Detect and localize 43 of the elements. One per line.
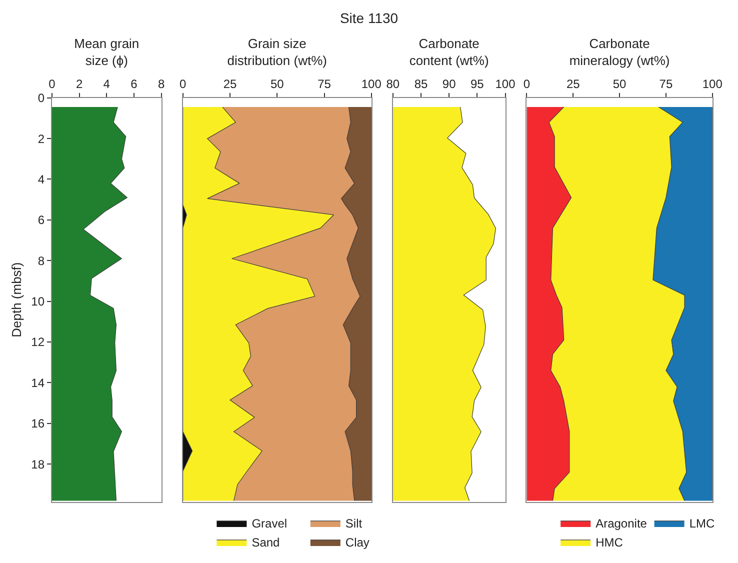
x-axis-title: Carbonate mineralogy (wt%) xyxy=(569,36,670,68)
y-tick-label: 8 xyxy=(38,254,45,268)
y-tick-label: 0 xyxy=(38,91,45,106)
y-tick-label: 10 xyxy=(31,294,45,309)
x-tick-label: 50 xyxy=(270,77,284,92)
y-tick-label: 12 xyxy=(31,335,45,350)
x-tick-label: 0 xyxy=(523,77,530,92)
x-axis-title: Carbonate content (wt%) xyxy=(409,36,489,68)
x-tick-label: 0 xyxy=(180,77,187,92)
x-tick-label: 0 xyxy=(48,77,56,92)
chart-title: Site 1130 xyxy=(340,10,398,26)
y-axis-title: Depth (mbsf) xyxy=(9,262,24,338)
x-tick-label: 95 xyxy=(470,77,484,92)
x-tick-label: 100 xyxy=(702,77,723,92)
y-tick-label: 14 xyxy=(31,376,45,390)
y-tick-label: 18 xyxy=(31,457,45,472)
legend-label: Clay xyxy=(345,536,370,550)
x-axis-title: Mean grain size (ϕ) xyxy=(74,36,140,68)
x-tick-label: 75 xyxy=(659,77,673,92)
x-tick-label: 8 xyxy=(158,77,166,92)
x-tick-label: 75 xyxy=(318,77,332,92)
x-tick-label: 25 xyxy=(566,77,580,92)
x-tick-label: 50 xyxy=(612,77,627,92)
x-tick-label: 25 xyxy=(223,77,237,92)
legend-label: Gravel xyxy=(252,516,288,531)
legend-label: LMC xyxy=(689,516,715,531)
y-tick-label: 4 xyxy=(38,172,45,186)
x-tick-label: 90 xyxy=(442,77,456,92)
x-tick-label: 6 xyxy=(130,77,138,92)
legend-label: Silt xyxy=(345,516,363,531)
x-tick-label: 100 xyxy=(361,77,382,92)
x-tick-label: 80 xyxy=(386,77,400,92)
x-tick-label: 85 xyxy=(414,77,428,92)
y-tick-label: 6 xyxy=(38,213,45,228)
x-tick-label: 2 xyxy=(76,77,83,92)
legend-label: HMC xyxy=(596,536,624,550)
legend-label: Sand xyxy=(252,536,280,550)
y-tick-label: 2 xyxy=(38,132,45,146)
x-tick-label: 4 xyxy=(103,77,110,92)
x-tick-label: 100 xyxy=(495,77,516,92)
y-tick-label: 16 xyxy=(31,416,45,431)
legend-label: Aragonite xyxy=(596,516,648,531)
x-axis-title: Grain size distribution (wt%) xyxy=(227,36,327,68)
